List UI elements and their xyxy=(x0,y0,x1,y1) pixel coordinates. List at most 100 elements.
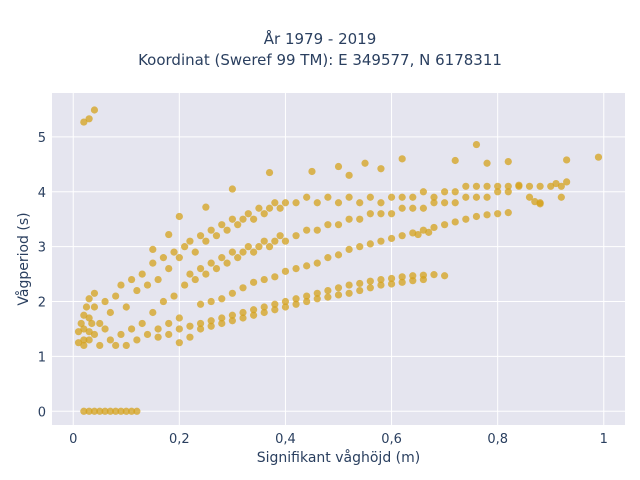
data-point xyxy=(345,245,353,253)
data-point xyxy=(223,259,231,267)
data-point xyxy=(303,292,311,300)
data-point xyxy=(366,284,374,292)
data-point xyxy=(504,188,512,196)
data-point xyxy=(186,333,194,341)
data-point xyxy=(377,237,385,245)
data-point xyxy=(292,300,300,308)
data-point xyxy=(483,159,491,167)
data-point xyxy=(191,275,199,284)
data-point xyxy=(244,210,252,218)
data-point xyxy=(196,300,205,308)
data-point xyxy=(472,182,481,190)
data-point xyxy=(234,254,242,262)
data-point xyxy=(366,210,374,218)
data-point xyxy=(181,243,189,251)
data-point xyxy=(106,407,114,415)
data-point xyxy=(88,319,96,328)
data-point xyxy=(80,325,88,333)
data-point xyxy=(218,319,226,328)
data-point xyxy=(504,209,512,217)
data-point xyxy=(515,181,523,189)
data-point xyxy=(472,193,481,201)
y-tick-label: 4 xyxy=(38,186,46,201)
data-point xyxy=(244,243,252,251)
data-point xyxy=(271,306,279,314)
data-point xyxy=(563,156,571,164)
data-point xyxy=(451,199,459,207)
data-point xyxy=(425,228,433,236)
data-point xyxy=(536,182,544,190)
data-point xyxy=(324,254,332,262)
data-point xyxy=(117,330,125,339)
data-point xyxy=(387,234,396,243)
data-point xyxy=(345,171,353,179)
data-point xyxy=(356,199,364,207)
data-point xyxy=(250,306,258,314)
data-point xyxy=(234,221,242,229)
data-point xyxy=(85,407,93,415)
data-point xyxy=(377,275,385,284)
data-point xyxy=(441,272,449,280)
data-point xyxy=(207,259,215,267)
data-point xyxy=(271,237,279,245)
data-point xyxy=(85,295,93,303)
data-point xyxy=(387,193,396,201)
data-point xyxy=(250,248,258,256)
data-point xyxy=(207,322,215,330)
data-point xyxy=(472,140,481,149)
data-point xyxy=(175,254,183,262)
data-point xyxy=(414,230,422,239)
data-point xyxy=(483,182,491,190)
data-point xyxy=(228,248,236,256)
data-point xyxy=(441,199,449,207)
data-point xyxy=(441,221,449,229)
data-point xyxy=(260,303,268,311)
data-point xyxy=(212,265,221,273)
data-point xyxy=(504,157,512,166)
data-point xyxy=(504,182,512,190)
data-point xyxy=(451,218,459,226)
data-point xyxy=(196,319,205,328)
data-point xyxy=(292,199,300,207)
data-point xyxy=(106,336,114,344)
data-point xyxy=(281,297,290,306)
data-point xyxy=(265,243,274,251)
data-point xyxy=(281,267,290,275)
data-point xyxy=(133,286,141,295)
data-point xyxy=(223,226,231,234)
y-tick-labels: 0 1 2 3 4 5 xyxy=(38,131,46,420)
data-point xyxy=(303,297,311,306)
data-point xyxy=(218,314,226,322)
data-point xyxy=(419,275,427,284)
data-point xyxy=(356,279,364,288)
data-point xyxy=(239,308,247,317)
data-point xyxy=(218,295,226,303)
data-point xyxy=(90,106,99,114)
data-point xyxy=(85,328,93,336)
data-point xyxy=(112,341,120,350)
data-point xyxy=(387,280,396,288)
data-point xyxy=(170,292,178,300)
data-point xyxy=(356,215,364,223)
data-point xyxy=(409,277,417,285)
data-point xyxy=(398,273,406,281)
data-point xyxy=(90,289,99,297)
x-tick-label: 0,8 xyxy=(487,432,508,447)
data-point xyxy=(419,204,427,212)
data-point xyxy=(80,407,88,415)
data-point xyxy=(255,243,263,251)
data-point xyxy=(271,300,279,308)
data-point xyxy=(303,226,311,234)
data-point xyxy=(462,193,470,201)
data-point xyxy=(557,193,565,201)
data-point xyxy=(345,193,353,201)
data-point xyxy=(271,273,279,281)
data-point xyxy=(419,188,427,196)
data-point xyxy=(149,245,157,253)
data-point xyxy=(80,118,88,126)
data-point xyxy=(303,193,311,201)
data-point xyxy=(260,275,268,284)
data-point xyxy=(80,336,88,344)
data-point xyxy=(170,248,178,256)
